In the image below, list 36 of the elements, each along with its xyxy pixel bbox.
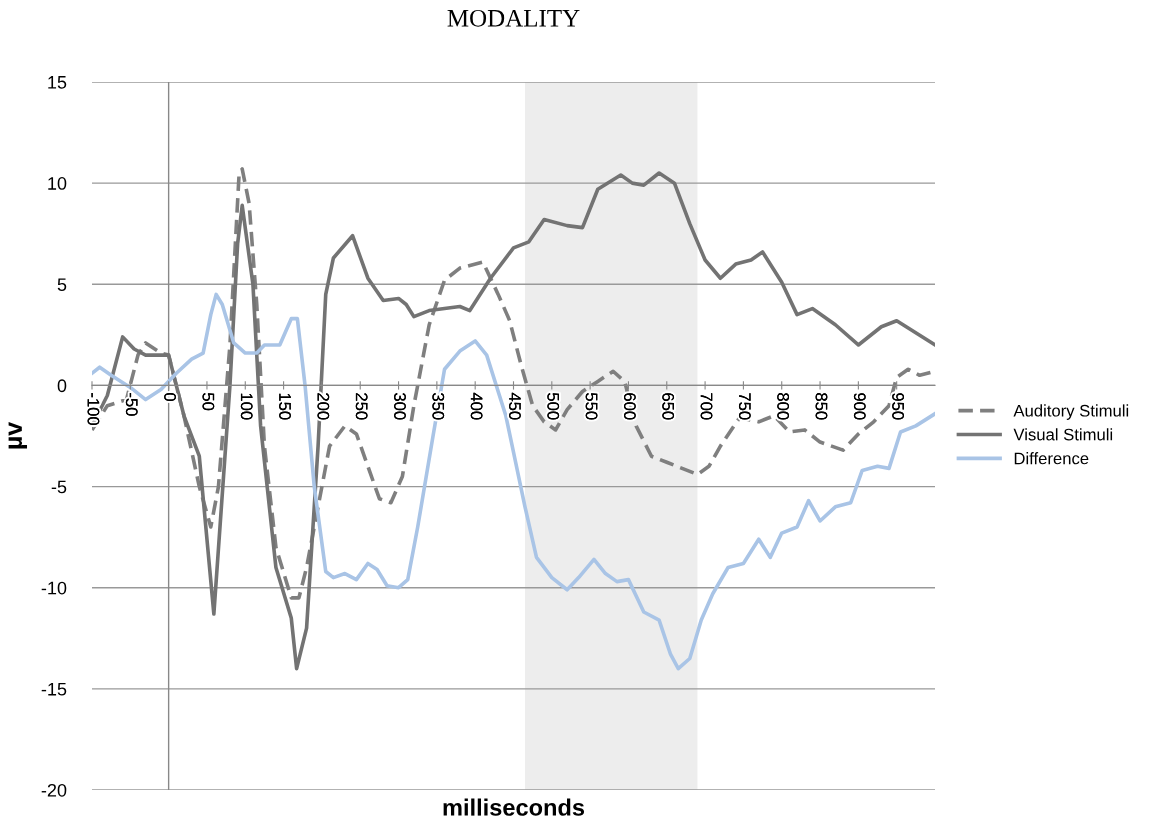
legend-label: Visual Stimuli — [1013, 428, 1113, 441]
x-tick-label: 700 — [700, 393, 713, 420]
chart-title: MODALITY — [447, 9, 580, 27]
y-axis-title: µv — [8, 421, 28, 449]
x-tick-label: 800 — [777, 393, 790, 420]
x-axis-title: milliseconds — [443, 798, 585, 816]
x-tick-label: 350 — [432, 393, 445, 420]
x-tick-label: -100 — [87, 393, 100, 426]
y-tick-label: -10 — [41, 581, 67, 595]
x-tick-label: -50 — [125, 393, 138, 416]
y-tick-label: 5 — [57, 278, 67, 292]
y-tick-label: 10 — [48, 177, 67, 190]
x-tick-label: 200 — [317, 393, 330, 420]
x-tick-label: 950 — [892, 393, 905, 420]
x-tick-label: 50 — [202, 393, 215, 411]
x-tick-label: 500 — [547, 393, 560, 420]
x-tick-label: 0 — [164, 393, 176, 401]
legend-label: Auditory Stimuli — [1013, 404, 1129, 420]
x-tick-label: 450 — [509, 392, 521, 420]
y-tick-label: -15 — [41, 682, 67, 696]
x-tick-label: 550 — [585, 393, 598, 420]
x-tick-label: 900 — [853, 393, 866, 420]
x-tick-label: 250 — [355, 393, 368, 420]
y-tick-label: 0 — [57, 379, 67, 393]
y-tick-label: 15 — [48, 76, 67, 89]
x-tick-label: 400 — [470, 392, 483, 420]
legend-label: Difference — [1014, 452, 1089, 465]
y-tick-label: -20 — [41, 783, 67, 797]
x-tick-label: 300 — [394, 393, 406, 420]
x-tick-label: 150 — [279, 393, 291, 420]
x-tick-label: 850 — [815, 393, 828, 420]
x-tick-label: 600 — [623, 393, 636, 420]
x-tick-label: 650 — [662, 393, 675, 420]
x-tick-label: 750 — [738, 393, 751, 420]
x-tick-label: 100 — [240, 393, 253, 420]
y-tick-label: -5 — [51, 480, 67, 494]
